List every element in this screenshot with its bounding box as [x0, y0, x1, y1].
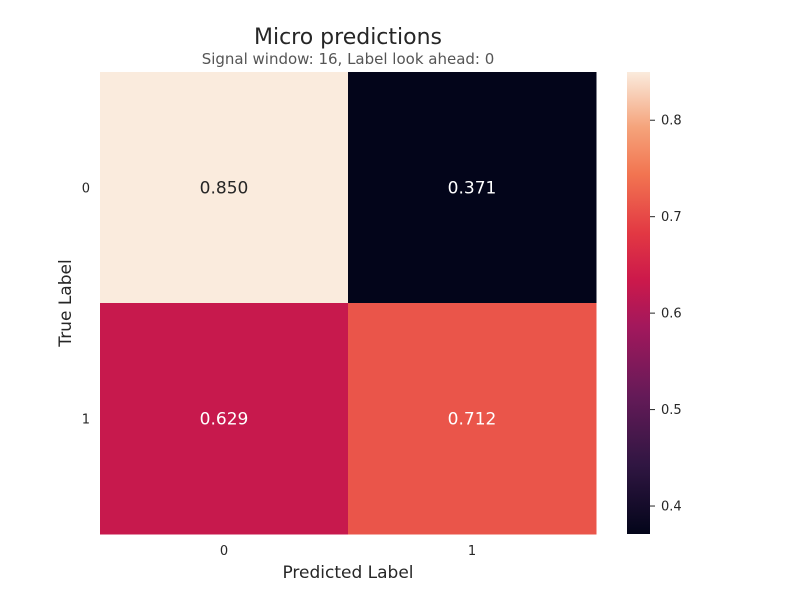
chart-title: Micro predictions	[254, 25, 442, 50]
chart-subtitle: Signal window: 16, Label look ahead: 0	[202, 50, 495, 68]
heatmap-cell	[100, 303, 349, 535]
heatmap-cell	[348, 72, 597, 304]
cell-value-label: 0.850	[200, 179, 249, 199]
heatmap-cell-labels: 0.850 0.371 0.629 0.712	[200, 179, 497, 430]
cell-value-label: 0.371	[448, 179, 497, 199]
colorbar-tick-label: 0.7	[661, 210, 682, 225]
x-tick-label: 0	[220, 544, 228, 559]
y-axis-ticks: 01	[82, 182, 90, 428]
colorbar-tick-label: 0.6	[661, 307, 682, 322]
cell-value-label: 0.712	[448, 410, 497, 430]
colorbar-ticks: 0.4 0.5 0.6 0.7 0.8	[650, 114, 682, 515]
colorbar-tick-label: 0.4	[661, 500, 682, 515]
heatmap-cell	[100, 72, 349, 304]
x-axis-label: Predicted Label	[282, 563, 413, 583]
colorbar-tick-label: 0.8	[661, 114, 682, 129]
colorbar	[627, 72, 650, 534]
y-tick-label: 0	[82, 182, 90, 197]
colorbar-tick-label: 0.5	[661, 403, 682, 418]
x-tick-label: 1	[468, 544, 476, 559]
heatmap-cell	[348, 303, 597, 535]
cell-value-label: 0.629	[200, 410, 249, 430]
y-tick-label: 1	[82, 413, 90, 428]
heatmap-cells	[100, 72, 597, 535]
y-axis-label: True Label	[56, 259, 76, 347]
